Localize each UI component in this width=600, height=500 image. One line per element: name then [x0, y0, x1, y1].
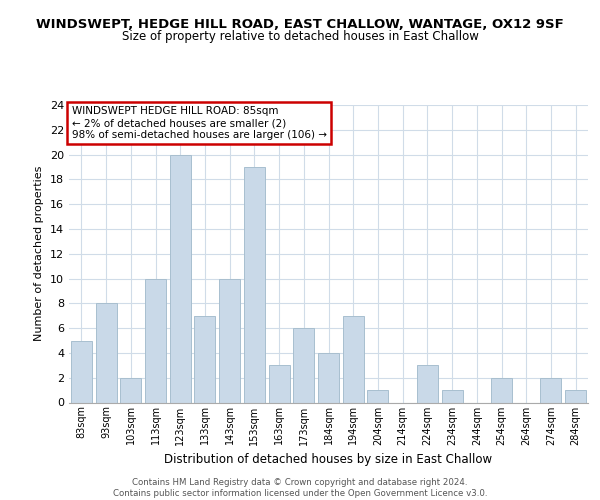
Bar	[491, 378, 512, 402]
Bar	[269, 366, 290, 403]
Text: Contains HM Land Registry data © Crown copyright and database right 2024.
Contai: Contains HM Land Registry data © Crown c…	[113, 478, 487, 498]
Bar	[565, 390, 586, 402]
Text: WINDSWEPT HEDGE HILL ROAD: 85sqm
← 2% of detached houses are smaller (2)
98% of : WINDSWEPT HEDGE HILL ROAD: 85sqm ← 2% of…	[71, 106, 326, 140]
Bar	[343, 316, 364, 402]
Text: WINDSWEPT, HEDGE HILL ROAD, EAST CHALLOW, WANTAGE, OX12 9SF: WINDSWEPT, HEDGE HILL ROAD, EAST CHALLOW…	[36, 18, 564, 30]
X-axis label: Distribution of detached houses by size in East Challow: Distribution of detached houses by size …	[164, 453, 493, 466]
Bar	[194, 316, 215, 402]
Bar	[244, 167, 265, 402]
Bar	[95, 304, 116, 402]
Bar	[170, 154, 191, 402]
Bar	[71, 340, 92, 402]
Bar	[120, 378, 141, 402]
Bar	[219, 278, 240, 402]
Bar	[367, 390, 388, 402]
Bar	[442, 390, 463, 402]
Text: Size of property relative to detached houses in East Challow: Size of property relative to detached ho…	[122, 30, 478, 43]
Bar	[417, 366, 438, 403]
Y-axis label: Number of detached properties: Number of detached properties	[34, 166, 44, 342]
Bar	[293, 328, 314, 402]
Bar	[145, 278, 166, 402]
Bar	[318, 353, 339, 403]
Bar	[541, 378, 562, 402]
